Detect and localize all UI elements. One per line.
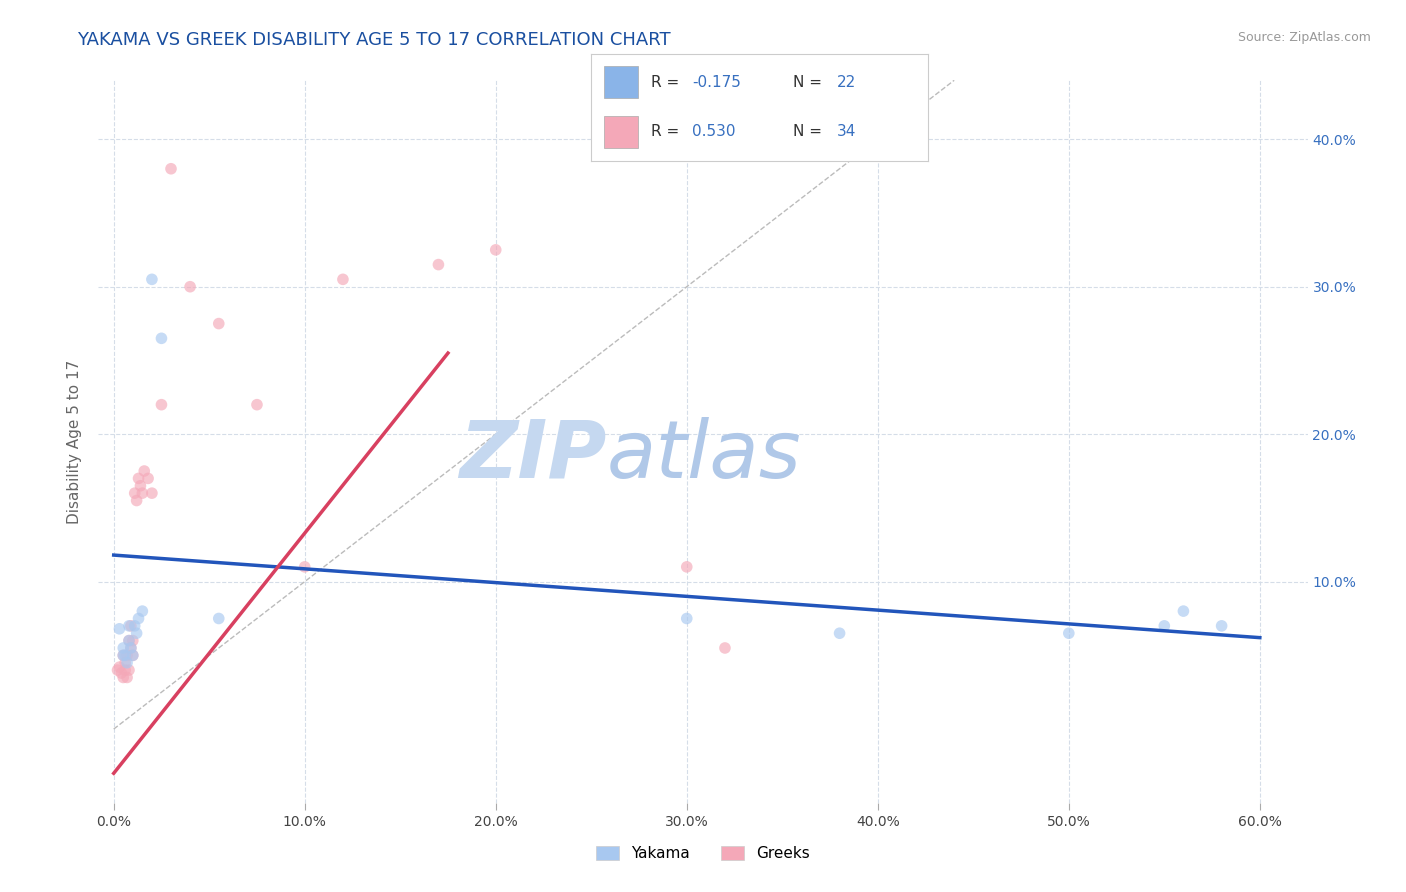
FancyBboxPatch shape: [605, 66, 638, 98]
Point: [124, 486, 146, 500]
Text: Source: ZipAtlas.com: Source: ZipAtlas.com: [1237, 31, 1371, 45]
FancyBboxPatch shape: [605, 116, 638, 148]
Point: [332, 272, 354, 286]
Point: [114, 663, 136, 677]
Point: [246, 398, 269, 412]
Point: [120, 640, 142, 655]
Point: [107, 663, 129, 677]
Point: [150, 398, 173, 412]
Point: [112, 648, 135, 663]
Point: [714, 640, 737, 655]
Point: [118, 633, 141, 648]
Point: [294, 560, 316, 574]
Text: R =: R =: [651, 75, 685, 90]
Y-axis label: Disability Age 5 to 17: Disability Age 5 to 17: [67, 359, 83, 524]
Point: [1173, 604, 1195, 618]
Point: [118, 663, 141, 677]
Point: [108, 622, 131, 636]
Text: YAKAMA VS GREEK DISABILITY AGE 5 TO 17 CORRELATION CHART: YAKAMA VS GREEK DISABILITY AGE 5 TO 17 C…: [77, 31, 671, 49]
Point: [124, 619, 146, 633]
Point: [208, 611, 231, 625]
Text: 34: 34: [837, 124, 856, 139]
Point: [112, 648, 135, 663]
Point: [141, 486, 163, 500]
Point: [179, 279, 201, 293]
Point: [112, 640, 135, 655]
Point: [828, 626, 851, 640]
Point: [131, 604, 153, 618]
Point: [112, 670, 135, 684]
Point: [160, 161, 183, 176]
Point: [150, 331, 173, 345]
Point: [1211, 619, 1233, 633]
Point: [675, 611, 697, 625]
Point: [125, 626, 148, 640]
Text: -0.175: -0.175: [692, 75, 741, 90]
Text: 22: 22: [837, 75, 856, 90]
Point: [125, 493, 148, 508]
Point: [131, 486, 153, 500]
Point: [121, 648, 143, 663]
Text: R =: R =: [651, 124, 685, 139]
Point: [121, 633, 143, 648]
Point: [485, 243, 508, 257]
Point: [141, 272, 163, 286]
Point: [118, 619, 141, 633]
Text: N =: N =: [793, 124, 827, 139]
Legend: Yakama, Greeks: Yakama, Greeks: [591, 840, 815, 867]
Text: 0.530: 0.530: [692, 124, 735, 139]
Text: atlas: atlas: [606, 417, 801, 495]
Point: [114, 656, 136, 670]
Text: N =: N =: [793, 75, 827, 90]
Point: [1153, 619, 1175, 633]
Point: [134, 464, 156, 478]
Point: [675, 560, 697, 574]
Point: [129, 479, 152, 493]
Point: [128, 611, 150, 625]
Point: [427, 258, 450, 272]
Point: [118, 633, 141, 648]
Point: [208, 317, 231, 331]
Point: [1057, 626, 1080, 640]
Point: [115, 670, 138, 684]
Point: [115, 656, 138, 670]
Point: [128, 471, 150, 485]
Point: [120, 619, 142, 633]
Point: [136, 471, 159, 485]
Point: [120, 640, 142, 655]
Text: ZIP: ZIP: [458, 417, 606, 495]
Point: [108, 660, 131, 674]
Point: [110, 666, 132, 681]
Point: [115, 648, 138, 663]
Point: [114, 648, 136, 663]
Point: [121, 648, 143, 663]
